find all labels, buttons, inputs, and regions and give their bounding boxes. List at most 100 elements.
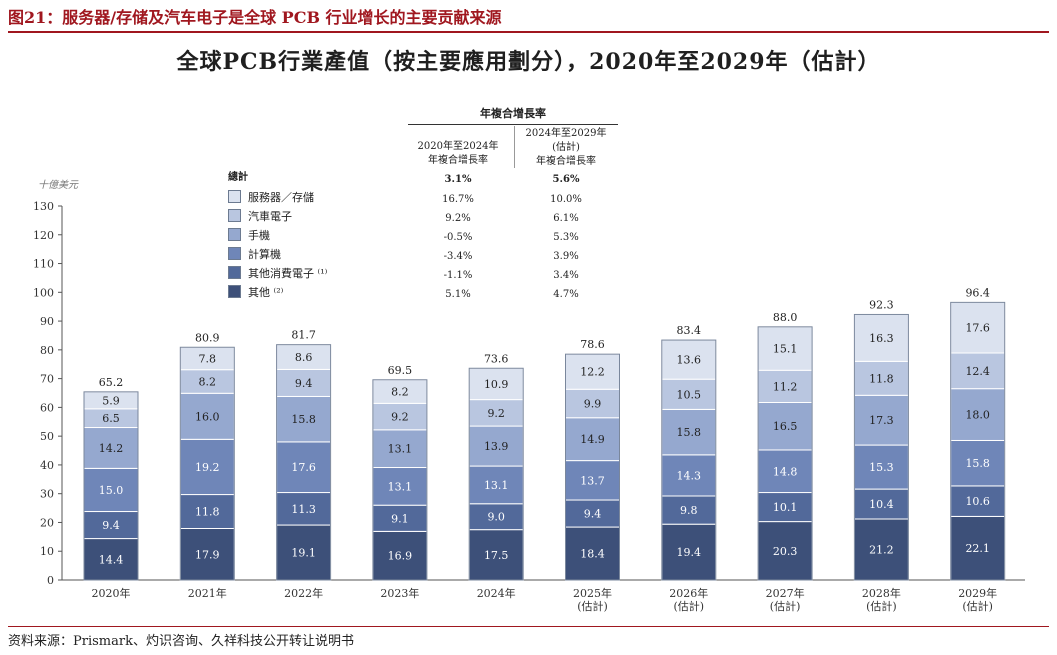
cagr-consumer-col2: 3.4%: [553, 270, 579, 281]
x-tick-label: 2023年: [380, 586, 419, 600]
cagr-total-col2: 5.6%: [552, 174, 580, 185]
data-label: 11.2: [773, 380, 798, 393]
data-label: 19.4: [677, 546, 702, 559]
cagr-computer-col2: 3.9%: [553, 251, 579, 262]
bar-outline: [853, 313, 909, 581]
cagr-server-col2: 10.0%: [550, 194, 582, 205]
title-rule: [8, 31, 1049, 33]
cagr-col2-header: 2024年至2029年 (估計) 年複合增長率: [525, 128, 607, 167]
bar-segment: [853, 313, 909, 362]
legend-label: 其他消費電子 ⁽¹⁾: [248, 267, 328, 280]
total-label: 81.7: [291, 329, 316, 342]
x-tick-label: 2028年: [862, 586, 901, 600]
legend-title: 總計: [228, 172, 248, 183]
bar-segment: [179, 494, 235, 530]
cagr-total-col1: 3.1%: [444, 174, 472, 185]
x-tick-label: 2022年: [284, 586, 323, 600]
bar-segment: [565, 388, 620, 419]
data-label: 9.2: [487, 407, 505, 420]
data-label: 10.6: [965, 495, 990, 508]
bar-segment: [757, 369, 813, 403]
data-label: 19.2: [195, 461, 220, 474]
x-tick-label: 2024年: [477, 586, 516, 600]
y-tick-label: 50: [40, 430, 54, 443]
bar-segment: [853, 488, 909, 520]
y-tick-label: 0: [47, 574, 54, 587]
data-label: 8.6: [295, 351, 313, 364]
x-tick-label: 2020年: [92, 586, 131, 600]
cagr-computer-col1: -3.4%: [443, 251, 473, 262]
data-label: 13.7: [580, 474, 605, 487]
bar-segment: [661, 454, 717, 497]
y-unit-label: 十億美元: [38, 180, 78, 191]
data-label: 11.3: [291, 503, 316, 516]
legend-label: 服務器／存儲: [248, 191, 314, 204]
y-tick-label: 30: [40, 488, 54, 501]
bar-segment: [372, 402, 428, 431]
chart-title: 全球PCB行業產值（按主要應用劃分），2020年至2029年（估計）: [176, 49, 881, 75]
data-label: 9.1: [391, 512, 409, 525]
data-label: 14.2: [99, 442, 124, 455]
cagr-auto-col2: 6.1%: [553, 213, 579, 224]
total-label: 88.0: [773, 311, 798, 324]
bar-segment: [565, 526, 620, 581]
data-label: 14.4: [99, 553, 124, 566]
data-label: 15.3: [869, 461, 894, 474]
data-label: 15.8: [291, 413, 316, 426]
bar-outline: [757, 326, 813, 581]
cagr-col1-header: 2020年至2024年 年複合增長率: [417, 141, 499, 166]
y-tick-label: 90: [40, 315, 54, 328]
x-tick-label: 2027年: [766, 586, 805, 600]
data-label: 17.9: [195, 548, 220, 561]
bar-segment: [276, 492, 332, 526]
y-tick-label: 70: [40, 373, 54, 386]
data-label: 16.3: [869, 332, 894, 345]
cagr-other-col2: 4.7%: [553, 289, 579, 300]
bar-segment: [83, 538, 139, 581]
total-label: 92.3: [869, 298, 894, 311]
bar-outline: [661, 339, 717, 581]
data-label: 8.2: [391, 386, 409, 399]
cagr-mobile-col2: 5.3%: [553, 232, 579, 243]
bar-outline: [276, 344, 332, 581]
total-label: 65.2: [99, 376, 124, 389]
bar-segment: [276, 368, 332, 397]
legend-swatch: [228, 228, 241, 241]
x-tick-label: (估計): [674, 599, 705, 613]
data-label: 15.1: [773, 343, 798, 356]
bar-segment: [179, 528, 235, 581]
data-label: 16.0: [195, 410, 220, 423]
data-label: 15.8: [677, 426, 702, 439]
legend-label: 計算機: [248, 248, 281, 261]
data-label: 10.5: [677, 388, 702, 401]
data-label: 14.8: [773, 465, 798, 478]
data-label: 17.5: [484, 549, 509, 562]
cagr-server-col1: 16.7%: [442, 194, 474, 205]
bar-segment: [853, 360, 909, 396]
total-label: 78.6: [580, 338, 605, 351]
data-label: 16.5: [773, 420, 798, 433]
data-label: 9.4: [295, 377, 313, 390]
y-tick-label: 130: [33, 200, 54, 213]
source-note: 资料来源：Prismark、灼识咨询、久祥科技公开转让说明书: [8, 634, 354, 649]
source-rule: [8, 626, 1049, 627]
data-label: 6.5: [102, 412, 120, 425]
data-label: 12.4: [965, 365, 990, 378]
cagr-mobile-col1: -0.5%: [443, 232, 473, 243]
bar-segment: [661, 378, 717, 410]
y-tick-label: 60: [40, 401, 54, 414]
bar-segment: [853, 394, 909, 446]
data-label: 13.9: [484, 440, 509, 453]
legend-swatch: [228, 266, 241, 279]
bar-segment: [661, 523, 717, 581]
data-label: 9.2: [391, 411, 409, 424]
data-label: 12.2: [580, 366, 605, 379]
bar-segment: [565, 460, 620, 501]
x-tick-label: 2029年: [958, 586, 997, 600]
bar-segment: [83, 511, 139, 540]
data-label: 7.8: [199, 352, 217, 365]
legend-label: 其他 ⁽²⁾: [248, 286, 284, 299]
legend-item-other-consumer: 其他消費電子 ⁽¹⁾: [228, 264, 408, 282]
cagr-consumer-col1: -1.1%: [443, 270, 473, 281]
bar-segment: [950, 388, 1006, 441]
